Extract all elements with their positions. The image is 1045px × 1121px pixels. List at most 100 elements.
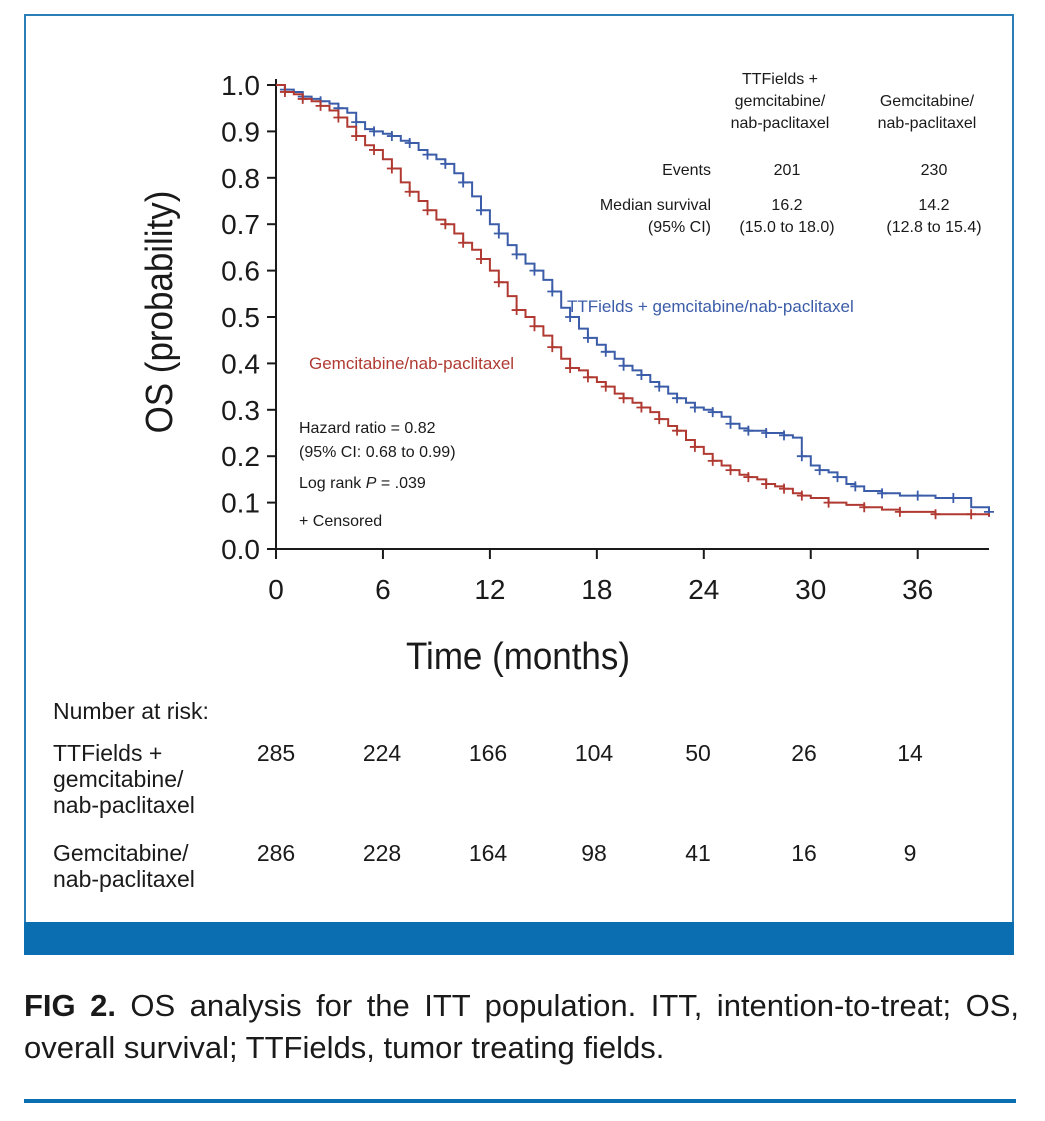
stats-row-label: (95% CI)	[648, 219, 711, 236]
y-tick-label: 0.5	[221, 302, 260, 333]
x-tick-label: 36	[902, 574, 933, 605]
censor-mark	[369, 144, 380, 155]
risk-cell: 286	[256, 840, 296, 866]
y-axis-label: OS (probability)	[138, 191, 181, 434]
censor-mark	[966, 509, 977, 520]
censor-mark	[351, 131, 362, 142]
censor-mark	[814, 465, 825, 476]
censor-mark	[422, 205, 433, 216]
censor-mark	[404, 138, 415, 148]
censor-mark	[743, 472, 754, 483]
bottom-rule	[24, 1099, 1016, 1103]
stats-col1-header: gemcitabine/	[735, 93, 826, 110]
censor-mark	[511, 249, 522, 260]
x-tick-label: 24	[688, 574, 719, 605]
censor-mark	[877, 488, 888, 499]
caption-label: FIG 2.	[24, 988, 116, 1023]
risk-cell: 50	[685, 740, 711, 766]
censor-mark	[618, 393, 629, 404]
stats-col2-header: nab-paclitaxel	[878, 115, 977, 132]
censor-mark	[618, 360, 629, 371]
censor-mark	[654, 381, 665, 392]
risk-cell: 9	[903, 840, 917, 866]
censor-mark	[859, 502, 870, 513]
stats-col1-value: 16.2	[771, 197, 802, 214]
risk-row-label: Gemcitabine/ nab-paclitaxel	[53, 840, 195, 892]
censor-mark	[279, 86, 290, 97]
censor-mark	[386, 163, 397, 174]
censor-mark	[315, 100, 326, 111]
risk-cell: 166	[468, 740, 508, 766]
y-tick-label: 0.1	[221, 488, 260, 519]
series-label-ttfields: TTFields + gemcitabine/nab-paclitaxel	[567, 297, 854, 316]
censor-mark	[440, 219, 451, 230]
censor-mark	[930, 509, 941, 520]
censor-mark	[600, 381, 611, 392]
censor-mark	[547, 342, 558, 353]
y-tick-label: 0.7	[221, 209, 260, 240]
x-tick-label: 6	[375, 574, 391, 605]
censor-mark	[725, 418, 736, 429]
censored-legend: + Censored	[299, 513, 382, 530]
risk-cell: 41	[685, 840, 711, 866]
risk-cell: 285	[256, 740, 296, 766]
censor-mark	[850, 481, 861, 492]
censor-mark	[823, 497, 834, 508]
censor-mark	[440, 158, 451, 169]
censor-mark	[894, 506, 905, 517]
stats-col1-value: 201	[774, 162, 801, 179]
y-tick-label: 0.2	[221, 441, 260, 472]
censor-mark	[369, 126, 380, 137]
censor-mark	[404, 186, 415, 197]
censor-mark	[493, 228, 504, 239]
x-tick-label: 12	[474, 574, 505, 605]
censor-mark	[582, 332, 593, 343]
risk-cell: 164	[468, 840, 508, 866]
censor-mark	[689, 402, 700, 413]
risk-table-title: Number at risk:	[53, 698, 209, 724]
risk-cell: 104	[574, 740, 614, 766]
km-curve-ttfields	[276, 84, 990, 512]
censor-mark	[779, 483, 790, 494]
caption-text: OS analysis for the ITT population. ITT,…	[24, 988, 1020, 1065]
censor-mark	[458, 237, 469, 248]
y-tick-label: 0.0	[221, 534, 260, 565]
censor-mark	[654, 414, 665, 425]
y-tick-label: 0.8	[221, 163, 260, 194]
log-rank-text: Log rank P = .039	[299, 475, 426, 492]
risk-cell: 14	[897, 740, 923, 766]
risk-cell: 98	[581, 840, 607, 866]
censor-mark	[743, 425, 754, 436]
censor-mark	[779, 430, 790, 441]
censor-mark	[529, 265, 540, 276]
x-tick-label: 0	[268, 574, 284, 605]
censor-mark	[422, 149, 433, 160]
series-label-gemcitabine: Gemcitabine/nab-paclitaxel	[309, 354, 514, 373]
stats-col2-header: Gemcitabine/	[880, 93, 975, 110]
stats-row-label: Events	[662, 162, 711, 179]
censor-mark	[796, 451, 807, 462]
censor-mark	[547, 286, 558, 297]
figure-caption: FIG 2. OS analysis for the ITT populatio…	[24, 985, 1019, 1069]
censor-mark	[297, 93, 308, 104]
stats-col2-value: 230	[921, 162, 948, 179]
stats-row-label: Median survival	[600, 197, 711, 214]
figure-bottom-bar	[24, 922, 1014, 955]
censor-mark	[529, 321, 540, 332]
y-tick-label: 0.6	[221, 256, 260, 287]
risk-cell: 224	[362, 740, 402, 766]
censor-mark	[948, 492, 959, 503]
censor-mark	[386, 131, 397, 142]
y-tick-label: 0.3	[221, 395, 260, 426]
censor-mark	[493, 277, 504, 288]
stats-col2-value: (12.8 to 15.4)	[886, 219, 981, 236]
censor-mark	[636, 402, 647, 413]
censor-mark	[333, 112, 344, 123]
stats-col1-value: (15.0 to 18.0)	[739, 219, 834, 236]
censor-mark	[475, 254, 486, 264]
censor-mark	[672, 393, 683, 404]
censor-mark	[707, 407, 718, 418]
stats-col1-header: nab-paclitaxel	[731, 115, 830, 132]
censor-mark	[912, 490, 923, 501]
y-tick-label: 0.4	[221, 348, 260, 379]
